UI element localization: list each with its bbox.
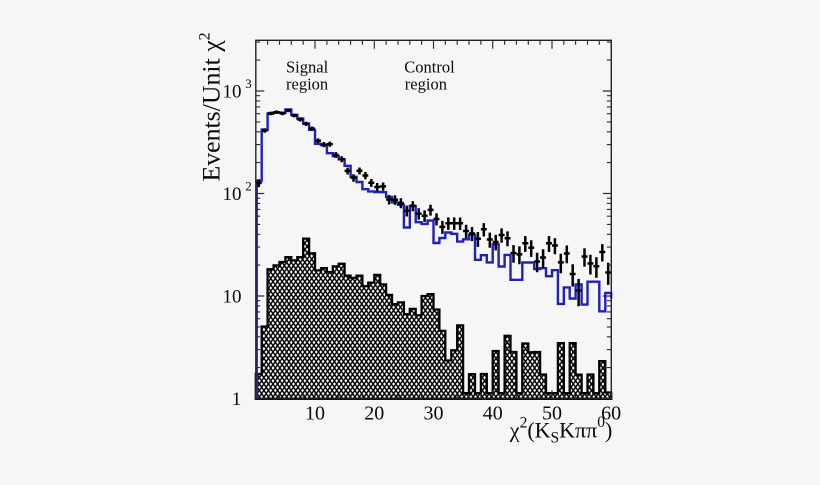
svg-text:region: region bbox=[286, 74, 328, 93]
svg-text:50: 50 bbox=[542, 403, 562, 425]
svg-text:20: 20 bbox=[364, 403, 384, 425]
svg-text:60: 60 bbox=[601, 403, 621, 425]
svg-text:10: 10 bbox=[223, 184, 242, 205]
svg-text:1: 1 bbox=[232, 389, 242, 410]
svg-text:40: 40 bbox=[483, 403, 503, 425]
svg-text:2: 2 bbox=[245, 179, 252, 194]
svg-text:10: 10 bbox=[223, 286, 242, 307]
svg-text:Events/Unit χ2: Events/Unit χ2 bbox=[197, 32, 226, 181]
svg-text:region: region bbox=[405, 74, 447, 93]
svg-text:3: 3 bbox=[245, 76, 252, 91]
svg-text:30: 30 bbox=[423, 403, 443, 425]
svg-text:10: 10 bbox=[223, 81, 242, 102]
svg-text:Control: Control bbox=[404, 57, 455, 76]
svg-text:10: 10 bbox=[305, 403, 325, 425]
svg-text:Signal: Signal bbox=[286, 57, 329, 76]
